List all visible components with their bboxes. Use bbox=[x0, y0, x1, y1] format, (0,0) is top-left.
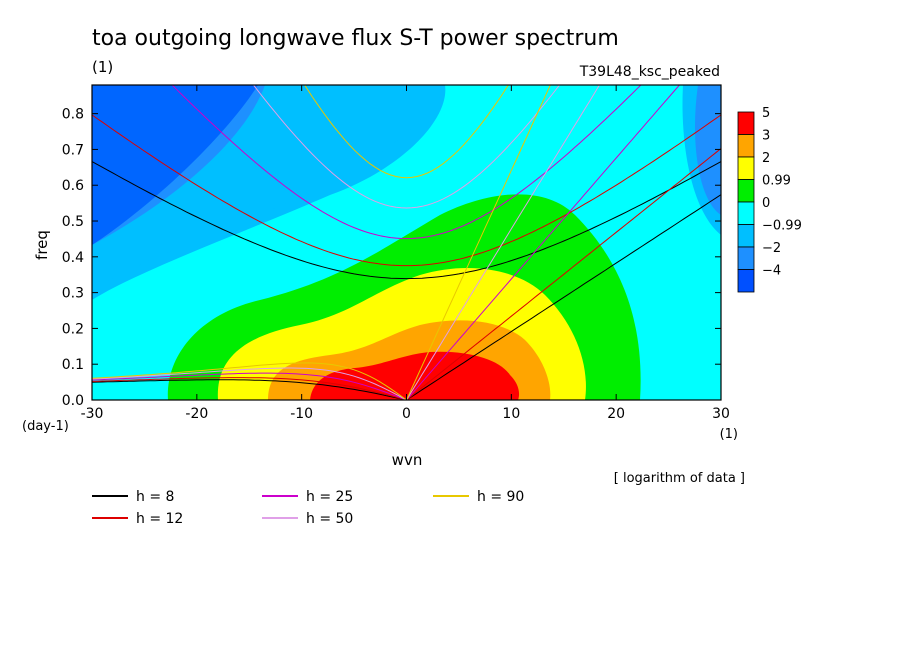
colorbar-swatch bbox=[737, 134, 755, 158]
dispersion-12 bbox=[92, 114, 721, 400]
colorbar-label: 2 bbox=[762, 151, 770, 166]
kelvin-curve-50 bbox=[406, 85, 601, 400]
dispersion-90 bbox=[92, 85, 551, 400]
field-dark-blue-right-band bbox=[694, 85, 721, 215]
colorbar-label: −2 bbox=[762, 241, 781, 256]
y-tick-label: 0.7 bbox=[62, 142, 84, 158]
colorbar-label: −0.99 bbox=[762, 219, 802, 234]
x-tick-label: 10 bbox=[502, 406, 520, 422]
colorbar-swatch bbox=[737, 156, 755, 180]
y-tick-label: 0.5 bbox=[62, 214, 84, 230]
y-tick-label: 0.1 bbox=[62, 357, 84, 373]
dispersion-8 bbox=[92, 161, 721, 400]
colorbar: 5 3 2 0.99 0 −0.99 −2 −4 bbox=[737, 106, 802, 293]
legend-label: h = 50 bbox=[306, 511, 353, 527]
y-tick-label: 0.3 bbox=[62, 286, 84, 302]
ig-curve-25 bbox=[171, 85, 642, 240]
legend-label: h = 90 bbox=[477, 489, 524, 505]
colorbar-swatch bbox=[737, 111, 755, 135]
y-axis-label: freq bbox=[33, 230, 51, 260]
y-axis: 0.0 0.1 0.2 0.3 0.4 0.5 0.6 0.7 0.8 bbox=[62, 107, 721, 409]
chart-subtitle-left: (1) bbox=[92, 58, 113, 76]
rossby-curve-8 bbox=[92, 379, 407, 400]
ig-curve-8 bbox=[92, 161, 721, 280]
x-tick-label: -20 bbox=[185, 406, 208, 422]
x-axis-unit: (1) bbox=[720, 427, 738, 442]
rossby-curve-50 bbox=[92, 367, 407, 400]
legend-label: h = 25 bbox=[306, 489, 353, 505]
kelvin-curve-8 bbox=[406, 194, 721, 400]
legend-label: h = 8 bbox=[136, 489, 174, 505]
dispersion-curves bbox=[92, 85, 721, 400]
y-tick-label: 0.6 bbox=[62, 178, 84, 194]
chart-title: toa outgoing longwave flux S-T power spe… bbox=[92, 26, 619, 51]
colorbar-label: 0.99 bbox=[762, 174, 791, 189]
data-note: [ logarithm of data ] bbox=[614, 471, 745, 486]
kelvin-curve-90 bbox=[406, 85, 551, 400]
colorbar-label: 3 bbox=[762, 129, 770, 144]
x-tick-label: 20 bbox=[607, 406, 625, 422]
colorbar-swatch bbox=[737, 246, 755, 270]
x-tick-label: -30 bbox=[81, 406, 104, 422]
rossby-curve-12 bbox=[92, 377, 407, 400]
y-axis-unit: (day-1) bbox=[22, 419, 69, 434]
dispersion-25 bbox=[92, 85, 681, 400]
ig-curve-50 bbox=[252, 85, 561, 209]
x-tick-label: 30 bbox=[712, 406, 730, 422]
colorbar-swatch bbox=[737, 224, 755, 248]
ig-curve-12 bbox=[92, 114, 721, 267]
kelvin-curve-12 bbox=[406, 148, 721, 400]
chart-subtitle-right: T39L48_ksc_peaked bbox=[579, 64, 720, 80]
legend: h = 8 h = 12 h = 25 h = 50 h = 90 bbox=[92, 489, 524, 527]
field-red bbox=[310, 351, 520, 400]
rossby-curve-25 bbox=[92, 372, 407, 400]
colorbar-label: −4 bbox=[762, 264, 781, 279]
y-tick-label: 0.4 bbox=[62, 250, 84, 266]
x-axis: -30 -20 -10 0 10 20 30 bbox=[81, 85, 730, 422]
dispersion-50 bbox=[92, 85, 601, 400]
rossby-curve-90 bbox=[92, 362, 407, 400]
colorbar-label: 5 bbox=[762, 106, 770, 121]
x-tick-label: -10 bbox=[290, 406, 313, 422]
y-tick-label: 0.0 bbox=[62, 393, 84, 409]
kelvin-curve-25 bbox=[406, 85, 681, 400]
heatmap-field bbox=[92, 85, 721, 400]
x-axis-label: wvn bbox=[392, 451, 423, 469]
legend-label: h = 12 bbox=[136, 511, 183, 527]
colorbar-swatch bbox=[737, 269, 755, 293]
colorbar-swatch bbox=[737, 179, 755, 203]
ig-curve-90 bbox=[304, 85, 509, 179]
colorbar-swatch bbox=[737, 201, 755, 225]
y-tick-label: 0.2 bbox=[62, 321, 84, 337]
y-tick-label: 0.8 bbox=[62, 107, 84, 123]
x-tick-label: 0 bbox=[402, 406, 411, 422]
colorbar-label: 0 bbox=[762, 196, 770, 211]
field-darkest-blue bbox=[92, 85, 258, 245]
